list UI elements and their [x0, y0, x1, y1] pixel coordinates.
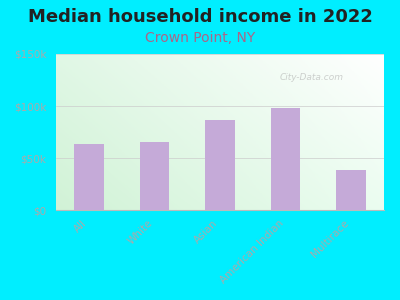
Text: City-Data.com: City-Data.com [280, 73, 344, 82]
Bar [205, 119, 235, 210]
Text: Crown Point, NY: Crown Point, NY [145, 32, 255, 46]
Bar [336, 170, 366, 210]
Text: Median household income in 2022: Median household income in 2022 [28, 8, 372, 26]
Bar [140, 142, 169, 210]
Bar [271, 108, 300, 210]
Bar [74, 145, 104, 210]
